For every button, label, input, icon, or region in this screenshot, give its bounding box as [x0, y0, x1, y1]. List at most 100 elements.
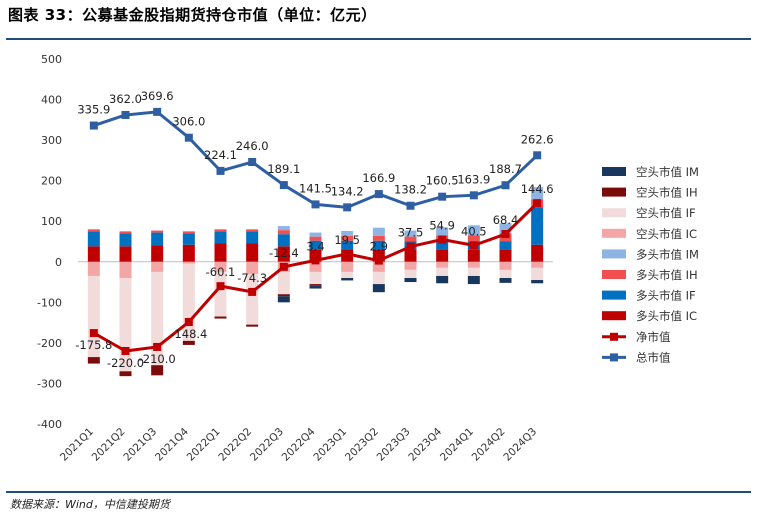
bar-segment [531, 267, 544, 281]
total-value-marker [438, 192, 447, 201]
y-tick-label: 100 [41, 215, 62, 228]
bar-segment [531, 261, 544, 268]
x-axis: 2021Q12021Q22021Q32021Q42022Q12022Q22022… [58, 425, 539, 463]
net-value-marker [501, 230, 510, 239]
bar-segment [309, 271, 322, 285]
legend-label: 多头市值 IC [636, 309, 697, 323]
net-value-marker [216, 282, 225, 291]
bar-segment [277, 234, 290, 247]
total-value-marker [469, 191, 478, 200]
legend-swatch [602, 311, 626, 321]
y-tick-label: 200 [41, 175, 62, 188]
x-tick-label: 2021Q2 [90, 426, 128, 464]
total-value-marker [248, 158, 257, 167]
x-tick-label: 2023Q4 [406, 425, 444, 463]
bar-segment [277, 271, 290, 295]
net-value-marker [311, 256, 320, 265]
bar-segment [214, 229, 227, 232]
bar-segment [372, 227, 385, 236]
x-tick-label: 2022Q3 [248, 426, 286, 464]
legend-swatch [602, 249, 626, 259]
net-value-label: -220.0 [107, 356, 144, 370]
total-value-marker [343, 203, 352, 212]
bar-stack-group [87, 187, 544, 377]
bar-segment [436, 267, 449, 276]
bar-segment [277, 294, 290, 297]
bar-segment [341, 271, 354, 278]
legend-label: 多头市值 IH [636, 268, 698, 282]
x-tick-label: 2023Q2 [343, 426, 381, 464]
net-value-marker [248, 287, 257, 296]
total-value-marker [184, 133, 193, 142]
net-value-label: -210.0 [139, 352, 176, 366]
legend-swatch [602, 208, 626, 218]
bar-segment [341, 230, 354, 236]
legend-label: 空头市值 IF [636, 206, 696, 220]
x-tick-label: 2022Q2 [216, 426, 254, 464]
net-value-marker [89, 329, 98, 338]
bar-segment [119, 233, 132, 247]
bar-segment [467, 249, 480, 262]
bar-segment [531, 207, 544, 245]
x-tick-label: 2021Q4 [153, 425, 191, 463]
total-value-label: 160.5 [426, 174, 459, 188]
legend-swatch [602, 187, 626, 197]
y-tick-label: 500 [41, 53, 62, 66]
bar-segment [87, 357, 100, 364]
net-value-label: -148.4 [170, 327, 207, 341]
legend-label: 总市值 [636, 350, 671, 364]
net-value-marker [406, 242, 415, 251]
total-value-label: 134.2 [331, 184, 364, 198]
bar-segment [151, 230, 164, 233]
bottom-rule [6, 491, 751, 493]
bar-segment [372, 271, 385, 285]
net-value-label: 3.4 [306, 239, 324, 253]
legend-marker [610, 332, 618, 341]
legend-swatch [602, 228, 626, 238]
legend-label: 净市值 [636, 330, 671, 344]
bar-segment [436, 275, 449, 284]
bar-segment [531, 187, 544, 200]
bar-segment [309, 284, 322, 286]
y-tick-label: 300 [41, 134, 62, 147]
total-value-label: 246.0 [236, 139, 269, 153]
bar-segment [151, 245, 164, 262]
net-value-marker [469, 241, 478, 250]
legend: 空头市值 IM 空头市值 IH 空头市值 IF 空头市值 IC 多头市值 IM 多头市值 … [602, 165, 699, 364]
bar-segment [499, 269, 512, 278]
bar-segment [499, 278, 512, 283]
y-tick-label: -400 [37, 418, 62, 431]
total-value-marker [216, 166, 225, 175]
bar-segment [341, 261, 354, 272]
x-tick-label: 2023Q3 [375, 426, 413, 464]
bar-segment [499, 223, 512, 234]
bar-segment [277, 296, 290, 303]
y-tick-label: 400 [41, 94, 62, 107]
bar-segment [309, 240, 322, 250]
bar-segment [436, 241, 449, 250]
bar-segment [372, 240, 385, 250]
bar-segment [119, 261, 132, 278]
x-tick-label: 2023Q1 [311, 426, 349, 464]
bar-segment [436, 227, 449, 236]
total-value-marker [501, 181, 510, 190]
bar-segment [436, 249, 449, 262]
net-value-marker [343, 249, 352, 258]
total-value-label: 262.6 [521, 132, 554, 146]
legend-label: 空头市值 IM [636, 165, 699, 179]
bar-segment [309, 236, 322, 241]
net-value-label: 68.4 [493, 213, 519, 227]
bar-segment [309, 232, 322, 237]
bar-segment [309, 261, 322, 272]
bar-segment [372, 235, 385, 241]
bar-segment [151, 271, 164, 366]
net-value-label: -74.3 [237, 271, 267, 285]
bar-segment [404, 261, 417, 270]
y-tick-label: -200 [37, 337, 62, 350]
net-value-label: -12.4 [269, 246, 299, 260]
bar-segment [214, 261, 227, 272]
net-value-marker [153, 342, 162, 351]
bar-segment [372, 261, 385, 272]
net-value-marker [279, 262, 288, 271]
net-value-marker [121, 347, 130, 355]
